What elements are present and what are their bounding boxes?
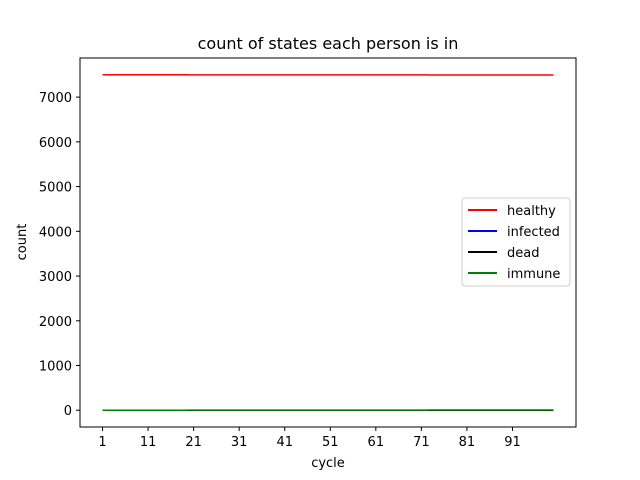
y-axis-label: count	[15, 224, 30, 261]
x-axis-ticks: 1 11 21 31 41 51 61 71 81 91	[98, 427, 521, 450]
chart-title: count of states each person is in	[198, 34, 459, 53]
x-tick-label: 61	[368, 435, 385, 450]
legend: healthy infected dead immune	[461, 197, 571, 287]
series-group	[102, 74, 554, 411]
x-tick-label: 51	[322, 435, 339, 450]
y-axis-ticks: 0 1000 2000 3000 4000 5000 6000 7000	[39, 91, 80, 419]
plot-frame	[79, 57, 577, 428]
legend-label-immune: immune	[507, 267, 560, 282]
y-tick-label: 4000	[39, 225, 72, 240]
y-tick-label: 5000	[39, 181, 72, 196]
x-tick-label: 71	[413, 435, 430, 450]
y-tick-label: 3000	[39, 270, 72, 285]
x-tick-label: 81	[459, 435, 476, 450]
legend-label-healthy: healthy	[507, 204, 556, 219]
x-tick-label: 1	[98, 435, 106, 450]
x-tick-label: 11	[140, 435, 157, 450]
legend-label-dead: dead	[507, 246, 539, 261]
x-tick-label: 21	[185, 435, 202, 450]
legend-box	[461, 197, 571, 287]
x-axis-label: cycle	[311, 456, 345, 471]
legend-items: healthy infected dead immune	[468, 204, 560, 282]
y-tick-label: 2000	[39, 315, 72, 330]
y-tick-label: 7000	[39, 91, 72, 106]
y-tick-label: 6000	[39, 136, 72, 151]
x-tick-label: 41	[276, 435, 293, 450]
x-tick-label: 91	[504, 435, 521, 450]
x-tick-label: 31	[231, 435, 248, 450]
y-tick-label: 0	[64, 404, 72, 419]
legend-label-infected: infected	[507, 225, 560, 240]
y-tick-label: 1000	[39, 360, 72, 375]
